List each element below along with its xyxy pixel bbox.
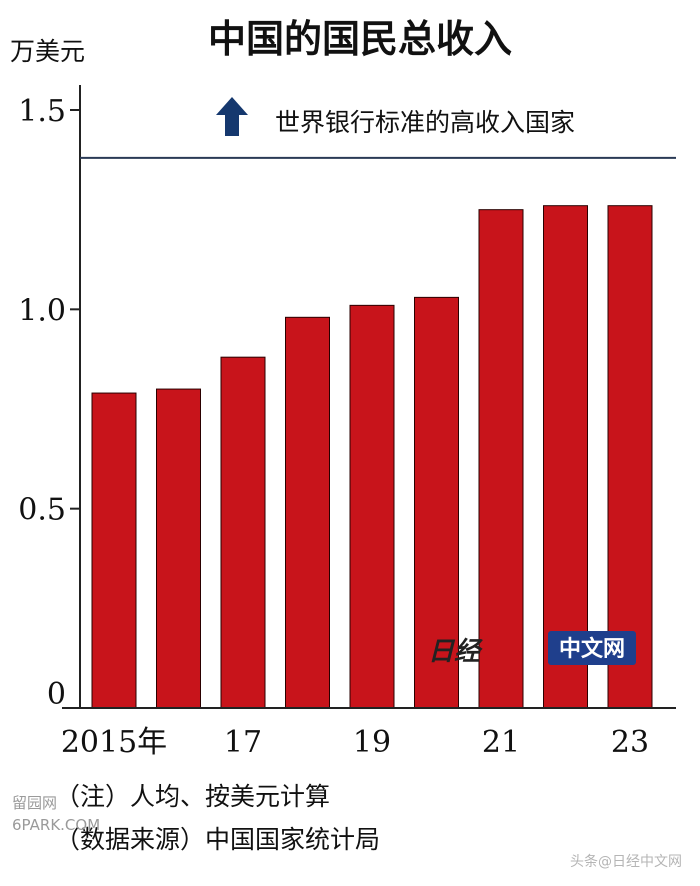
bar-2016 — [156, 388, 201, 709]
x-tick-label: 21 — [482, 725, 520, 760]
bar-2019 — [349, 304, 395, 709]
watermark-logo: 日经 中文网 — [428, 631, 636, 667]
bar-2015 — [91, 392, 137, 709]
x-tick-label: 17 — [224, 725, 262, 760]
site-watermark: 留园网 — [12, 794, 57, 812]
x-tick-label: 19 — [353, 725, 391, 760]
bar-2018 — [285, 316, 330, 709]
up-arrow-shape — [216, 97, 248, 136]
site-watermark-url: 6PARK.COM — [12, 816, 100, 834]
bar-2023 — [607, 205, 653, 709]
corner-watermark: 头条@日经中文网 — [570, 853, 682, 870]
up-arrow-icon — [216, 97, 248, 136]
y-tick-label: 0.5 — [18, 493, 66, 528]
y-tick-label: 0 — [47, 677, 66, 712]
bar-2017 — [220, 356, 266, 709]
plot-area: 0 0.5 1.0 1.5 2015年 17 19 21 23 世界银行标准的高收入国家 — [18, 85, 676, 760]
watermark-logo-text: 日经 — [428, 637, 483, 667]
bar-2022 — [543, 205, 588, 709]
x-ticks: 2015年 17 19 21 23 — [61, 725, 649, 760]
x-tick-label: 23 — [611, 725, 649, 760]
note-line-1: （注）人均、按美元计算 — [55, 782, 330, 811]
watermark-label: 中文网 — [559, 636, 625, 662]
y-axis-unit-label: 万美元 — [10, 37, 85, 66]
x-tick-label: 2015年 — [61, 725, 167, 760]
chart-title: 中国的国民总收入 — [208, 17, 512, 61]
high-income-threshold-label: 世界银行标准的高收入国家 — [275, 108, 575, 137]
y-tick-label: 1.0 — [18, 293, 66, 328]
y-ticks: 0 0.5 1.0 1.5 — [18, 94, 80, 712]
bar-2020 — [414, 296, 459, 709]
watermark-label-box — [548, 631, 636, 665]
note-line-2: （数据来源）中国国家统计局 — [55, 825, 380, 854]
bars — [91, 205, 653, 709]
bar-2021 — [478, 209, 524, 709]
y-tick-label: 1.5 — [18, 94, 66, 129]
